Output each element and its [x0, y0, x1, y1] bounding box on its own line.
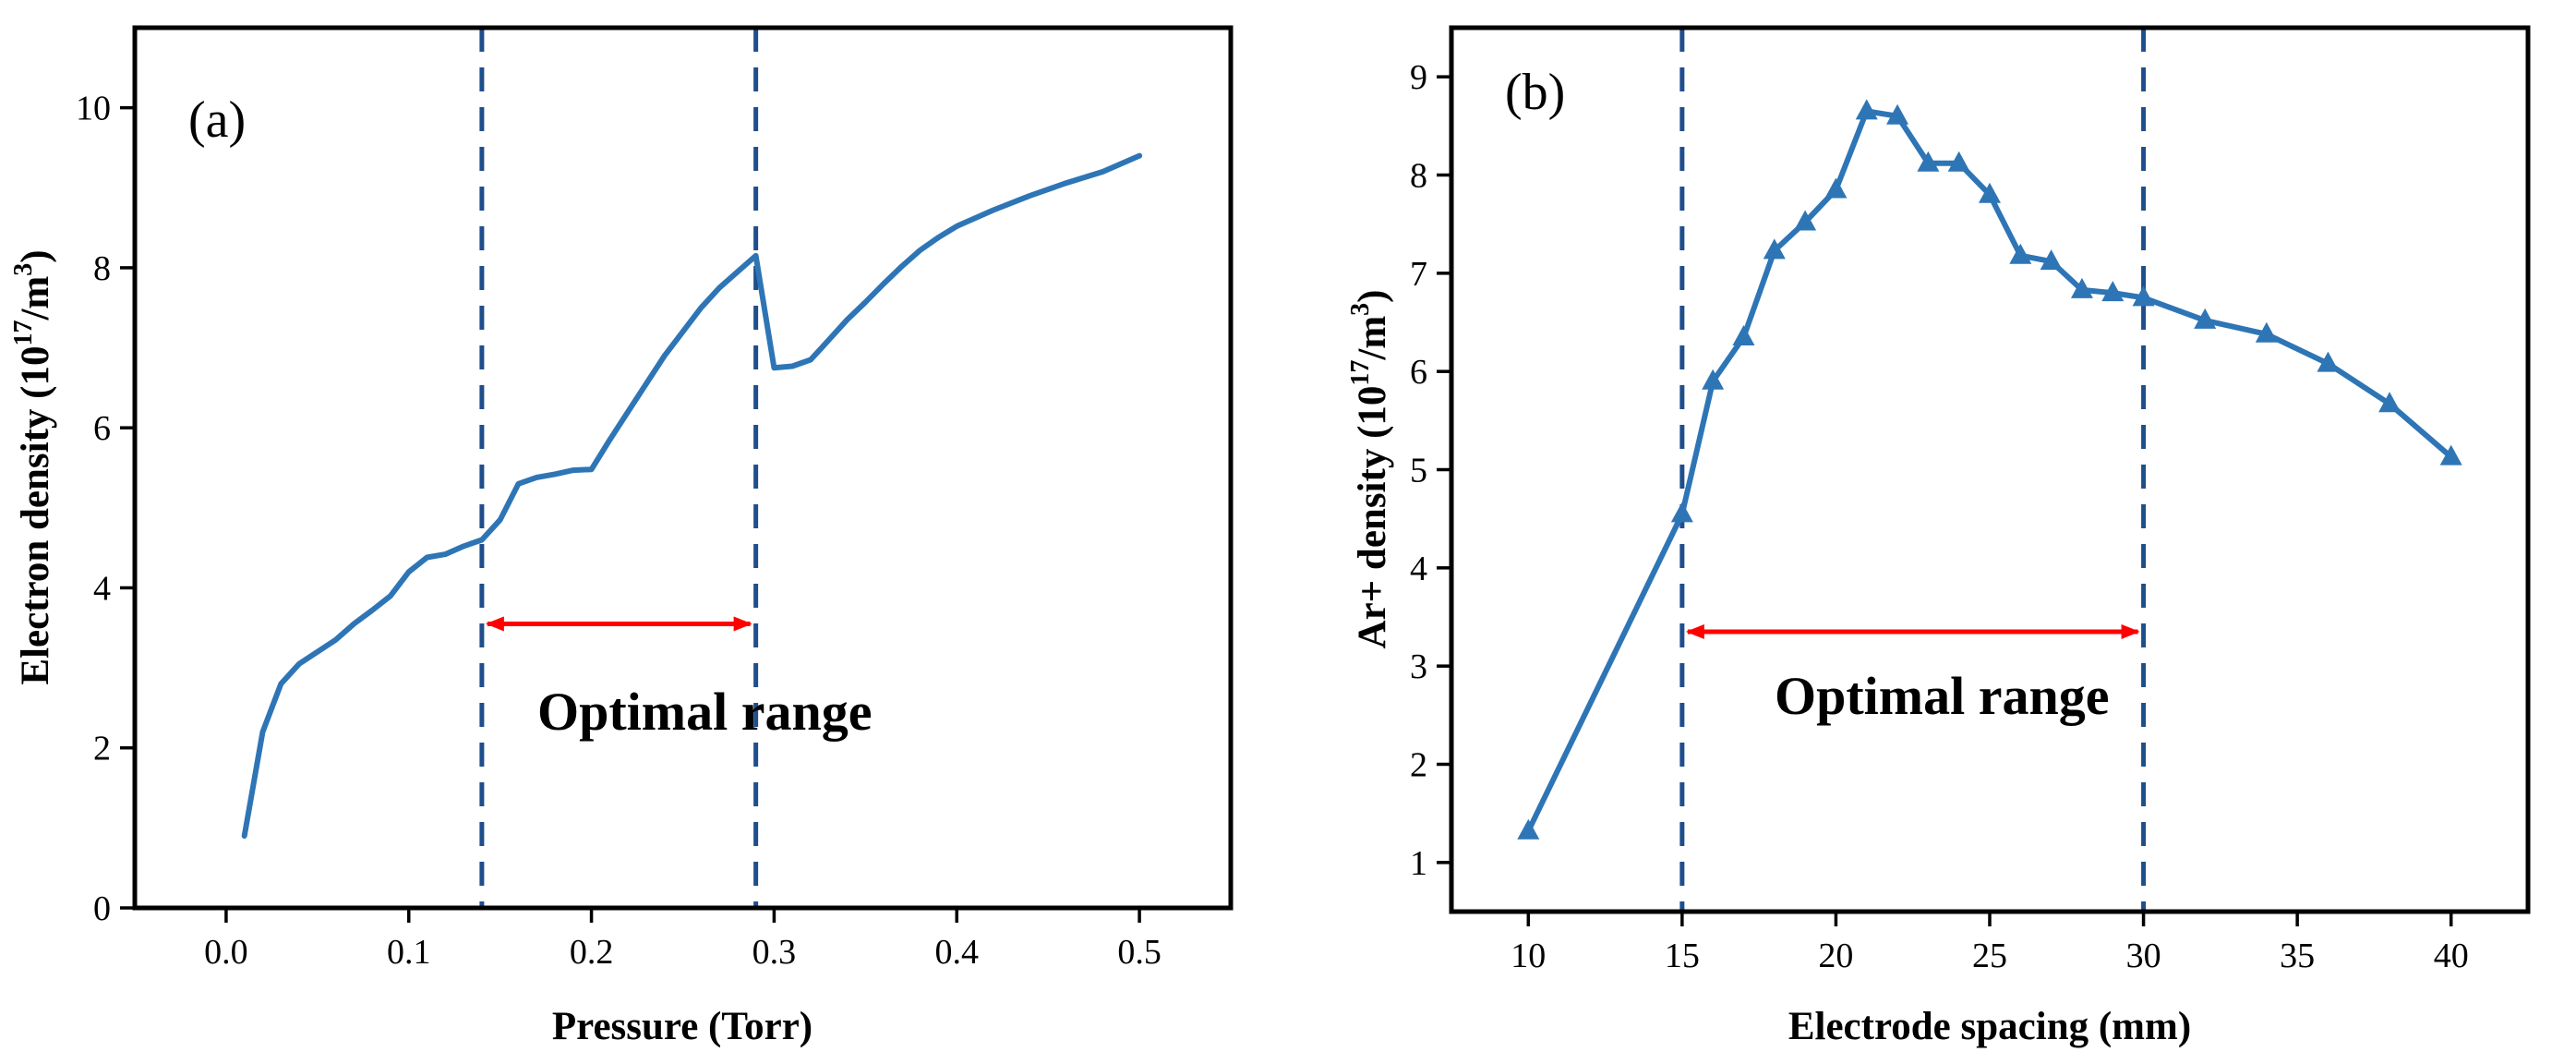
x-tick-label: 25 — [1972, 937, 2007, 975]
x-tick-label: 0.5 — [1117, 933, 1162, 972]
x-tick-label: 35 — [2280, 937, 2315, 975]
data-point-marker — [1732, 324, 1755, 345]
data-point-marker — [1517, 818, 1540, 840]
y-axis-ticks-b: 1 2 3 4 5 6 7 8 9 — [1410, 58, 1451, 883]
x-tick-label: 0.3 — [752, 933, 797, 972]
x-tick-label: 15 — [1665, 937, 1700, 975]
data-point-marker — [1824, 177, 1848, 199]
optimal-range-boundaries-b — [1679, 28, 2147, 912]
data-point-marker — [2439, 444, 2462, 466]
data-point-marker — [2132, 285, 2155, 307]
y-tick-label: 4 — [93, 569, 111, 608]
data-point-marker — [2070, 277, 2093, 298]
y-tick-label: 8 — [93, 249, 111, 288]
y-axis-title-a: Electron density (1017/m3) — [9, 249, 57, 684]
data-point-marker — [2255, 321, 2278, 343]
y-tick-label: 3 — [1410, 647, 1427, 686]
annotation-optimal-range-a: Optimal range — [537, 682, 872, 742]
y-tick-label: 5 — [1410, 452, 1427, 490]
x-tick-label: 20 — [1818, 937, 1853, 975]
y-tick-label: 1 — [1410, 844, 1427, 883]
data-point-marker — [1702, 369, 1725, 390]
x-axis-ticks-a: 0.0 0.1 0.2 0.3 0.4 0.5 — [204, 908, 1162, 972]
data-point-marker — [2194, 308, 2217, 329]
plot-frame-a — [132, 25, 1234, 911]
data-point-marker — [1979, 182, 2001, 203]
plot-frame-b — [1449, 25, 2531, 914]
y-axis-ticks-a: 0 2 4 6 8 10 — [76, 90, 135, 928]
series-line — [1525, 108, 2454, 834]
x-tick-label: 40 — [2434, 937, 2469, 975]
y-tick-label: 7 — [1410, 255, 1427, 294]
data-point-marker — [1763, 238, 1786, 260]
data-point-marker — [2317, 351, 2340, 372]
data-point-marker — [2040, 249, 2063, 271]
chart-panel-a: 0.0 0.1 0.2 0.3 0.4 0.5 0 2 4 6 8 10 (a) Optimal r… — [9, 25, 1234, 1048]
y-tick-label: 6 — [1410, 353, 1427, 392]
data-point-marker — [2101, 281, 2125, 302]
annotation-optimal-range-b: Optimal range — [1775, 666, 2109, 726]
x-tick-label: 0.1 — [387, 933, 431, 972]
y-tick-label: 4 — [1410, 550, 1427, 588]
x-tick-label: 0.0 — [204, 933, 248, 972]
data-point-marker — [1670, 502, 1693, 523]
panel-label-a: (a) — [188, 91, 246, 149]
data-point-marker — [1947, 151, 1970, 172]
x-axis-title-b: Electrode spacing (mm) — [1788, 1005, 2191, 1048]
x-axis-ticks-b: 10 15 20 25 30 35 40 — [1511, 912, 2469, 975]
panel-label-b: (b) — [1505, 64, 1565, 121]
y-tick-label: 10 — [76, 90, 111, 128]
y-tick-label: 8 — [1410, 157, 1427, 196]
y-axis-title-b: Ar+ density (1017/m3) — [1346, 290, 1394, 649]
data-point-marker — [2378, 392, 2401, 413]
data-point-marker — [1855, 99, 1878, 120]
y-tick-label: 9 — [1410, 58, 1427, 97]
chart-panel-b: 10 15 20 25 30 35 40 1 2 3 4 5 6 7 8 9 (b) Optimal ran… — [1346, 25, 2531, 1048]
y-tick-label: 6 — [93, 409, 111, 448]
y-tick-label: 0 — [93, 889, 111, 928]
y-tick-label: 2 — [1410, 746, 1427, 785]
series-ar-plus-density — [1517, 99, 2462, 840]
y-tick-label: 2 — [93, 730, 111, 768]
optimal-range-boundaries-a — [479, 28, 759, 908]
x-tick-label: 10 — [1511, 937, 1546, 975]
x-axis-title-a: Pressure (Torr) — [552, 1005, 813, 1048]
data-point-marker — [1794, 210, 1817, 231]
data-point-marker — [1917, 151, 1940, 172]
series-electron-density — [241, 152, 1143, 839]
x-tick-label: 0.4 — [935, 933, 980, 972]
series-line — [241, 152, 1143, 839]
data-point-marker — [1886, 103, 1909, 125]
x-tick-label: 0.2 — [570, 933, 614, 972]
x-tick-label: 30 — [2126, 937, 2161, 975]
data-point-marker — [2009, 243, 2032, 264]
